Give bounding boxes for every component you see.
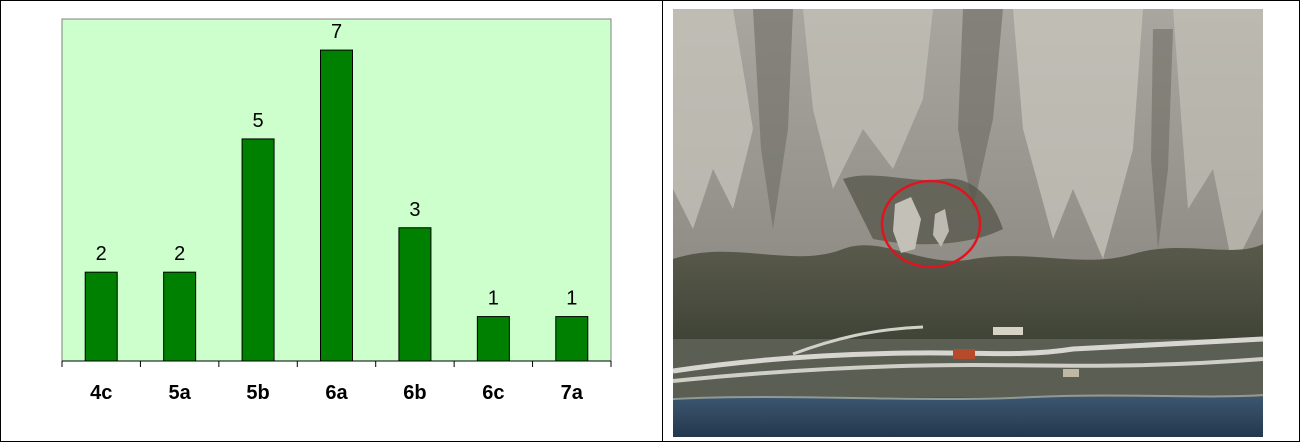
shore-town <box>673 339 1263 397</box>
bar-4c <box>84 271 118 362</box>
lake <box>673 397 1263 437</box>
data-label-7a: 1 <box>566 288 577 310</box>
cliff-highlights <box>1173 9 1263 269</box>
bar-6a <box>320 49 353 362</box>
rock-face-photo <box>672 9 1264 437</box>
bar-6b <box>398 227 432 362</box>
highway-viaduct <box>672 336 1264 374</box>
cliff-shadows <box>753 9 793 229</box>
chart-cell: 2 2 5 7 3 1 1 4c 5a 5b 6a 6b 6c 7a <box>1 1 662 441</box>
bar-5a <box>163 271 197 362</box>
building <box>993 327 1023 335</box>
rock-outcrop <box>933 209 949 247</box>
shoreline <box>672 394 1264 400</box>
building <box>953 349 975 359</box>
data-label-5b: 5 <box>253 110 264 132</box>
cliff-shadows <box>958 9 1003 209</box>
data-label-6c: 1 <box>488 288 499 310</box>
x-tick-label-6c: 6c <box>482 382 504 404</box>
bar-5b <box>241 138 275 362</box>
photo-cell <box>663 1 1301 441</box>
bar-7a <box>555 316 589 362</box>
data-label-5a: 2 <box>174 243 185 265</box>
cliff-shadows <box>1151 29 1173 249</box>
highway-viaduct <box>792 325 924 356</box>
x-tick-label-7a: 7a <box>561 382 584 404</box>
highlight-circle <box>880 179 982 269</box>
x-tick-label-5a: 5a <box>169 382 192 404</box>
x-tick-label-6a: 6a <box>325 382 348 404</box>
x-tick-label-5b: 5b <box>246 382 269 404</box>
cliff-highlights <box>803 9 933 189</box>
data-label-6a: 7 <box>331 21 342 43</box>
x-tick-label-6b: 6b <box>403 382 426 404</box>
forest-slope <box>673 244 1263 349</box>
building <box>1063 369 1079 377</box>
data-label-6b: 3 <box>409 199 420 221</box>
cliff-highlights <box>1013 9 1143 259</box>
highway-viaduct <box>672 357 1264 383</box>
cliff-highlights <box>673 9 753 229</box>
cell-divider <box>662 1 663 441</box>
grade-distribution-chart: 2 2 5 7 3 1 1 4c 5a 5b 6a 6b 6c 7a <box>61 18 612 404</box>
bar-6c <box>476 316 510 362</box>
x-tick-label-4c: 4c <box>90 382 112 404</box>
data-label-4c: 2 <box>96 243 107 265</box>
rock-outcrop <box>893 197 921 253</box>
